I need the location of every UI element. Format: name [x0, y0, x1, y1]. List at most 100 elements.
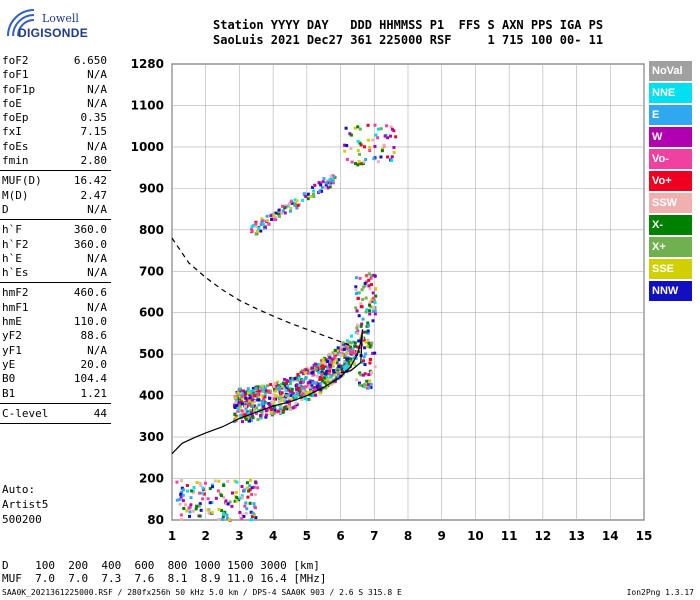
echo-point: [305, 366, 309, 370]
echo-point: [293, 203, 297, 207]
x-tick-label: 9: [438, 529, 446, 543]
echo-point: [251, 515, 255, 519]
echo-point: [369, 276, 373, 280]
echo-point: [358, 371, 362, 375]
echo-point: [262, 223, 266, 227]
autoscaling-info: Auto: Artist5 500200: [2, 482, 48, 527]
echo-point: [333, 355, 337, 359]
param-name: fmin: [2, 154, 29, 168]
echo-point: [188, 510, 192, 514]
echo-point: [364, 310, 368, 314]
param-row: fxI 7.15: [0, 125, 111, 139]
echo-point: [360, 288, 364, 292]
echo-point: [362, 359, 366, 363]
echo-point: [257, 226, 261, 230]
y-tick-label: 900: [139, 181, 164, 195]
echo-point: [264, 413, 268, 417]
echo-point: [295, 199, 299, 203]
echo-point: [362, 355, 366, 359]
echo-point: [300, 397, 304, 401]
echo-point: [360, 361, 364, 365]
echo-point: [198, 502, 202, 506]
echo-point: [317, 363, 321, 367]
echo-point: [335, 370, 339, 374]
echo-point: [297, 386, 301, 390]
echo-point: [240, 485, 244, 489]
echo-point: [357, 381, 361, 385]
echo-point: [322, 361, 326, 365]
legend-item: X-: [649, 215, 692, 235]
echo-point: [341, 348, 345, 352]
x-tick-label: 8: [404, 529, 412, 543]
echo-point: [272, 384, 276, 388]
x-tick-label: 4: [269, 529, 277, 543]
echo-point: [370, 297, 374, 301]
echo-point: [289, 389, 293, 393]
echo-point: [272, 400, 276, 404]
echo-point: [362, 383, 366, 387]
echo-point: [245, 398, 249, 402]
echo-point: [310, 383, 314, 387]
echo-point: [386, 155, 390, 159]
legend-item: NNW: [649, 281, 692, 301]
echo-point: [379, 127, 383, 131]
echo-point: [234, 401, 238, 405]
echo-point: [199, 483, 203, 487]
echo-point: [319, 181, 323, 185]
echo-point: [214, 496, 218, 500]
echo-point: [358, 141, 362, 145]
echo-point: [345, 157, 349, 161]
echo-point: [245, 486, 249, 490]
echo-point: [356, 125, 360, 129]
echo-point: [188, 514, 192, 518]
echo-point: [369, 385, 373, 389]
echo-point: [242, 389, 246, 393]
echo-point: [362, 285, 366, 289]
echo-point: [258, 389, 262, 393]
echo-point: [326, 377, 330, 381]
echo-point: [256, 486, 260, 490]
echo-point: [253, 493, 257, 497]
echo-point: [243, 504, 247, 508]
echo-point: [312, 389, 316, 393]
param-name: B1: [2, 386, 16, 400]
echo-point: [238, 387, 242, 391]
echo-point: [330, 360, 334, 364]
param-separator: [0, 282, 111, 284]
echo-point: [306, 381, 310, 385]
echo-point: [320, 379, 324, 383]
echo-point: [233, 406, 237, 410]
echo-point: [324, 364, 328, 368]
echo-point: [235, 499, 239, 503]
echo-point: [261, 397, 265, 401]
param-name: M(D): [2, 188, 29, 202]
echo-point: [284, 388, 288, 392]
echo-point: [389, 125, 393, 129]
echo-point: [285, 379, 289, 383]
echo-point: [242, 514, 246, 518]
echo-point: [392, 146, 396, 150]
echo-point: [287, 405, 291, 409]
echo-point: [315, 374, 319, 378]
echo-point: [284, 394, 288, 398]
echo-point: [295, 392, 299, 396]
echo-point: [236, 409, 240, 413]
echo-point: [317, 382, 321, 386]
echo-point: [245, 507, 249, 511]
echo-point: [359, 324, 363, 328]
logo-text-lowell: Lowell: [42, 12, 79, 25]
echo-point: [354, 353, 358, 357]
echo-point: [336, 349, 340, 353]
echo-point: [272, 216, 276, 220]
echo-point: [327, 352, 331, 356]
echo-point: [364, 157, 368, 161]
echo-point: [210, 483, 214, 487]
echo-point: [245, 481, 249, 485]
echo-point: [290, 391, 294, 395]
echo-point: [369, 382, 373, 386]
echo-point: [365, 379, 369, 383]
echo-point: [351, 347, 355, 351]
echo-point: [256, 418, 260, 422]
param-name: foF1p: [2, 82, 36, 96]
echo-point: [296, 378, 300, 382]
